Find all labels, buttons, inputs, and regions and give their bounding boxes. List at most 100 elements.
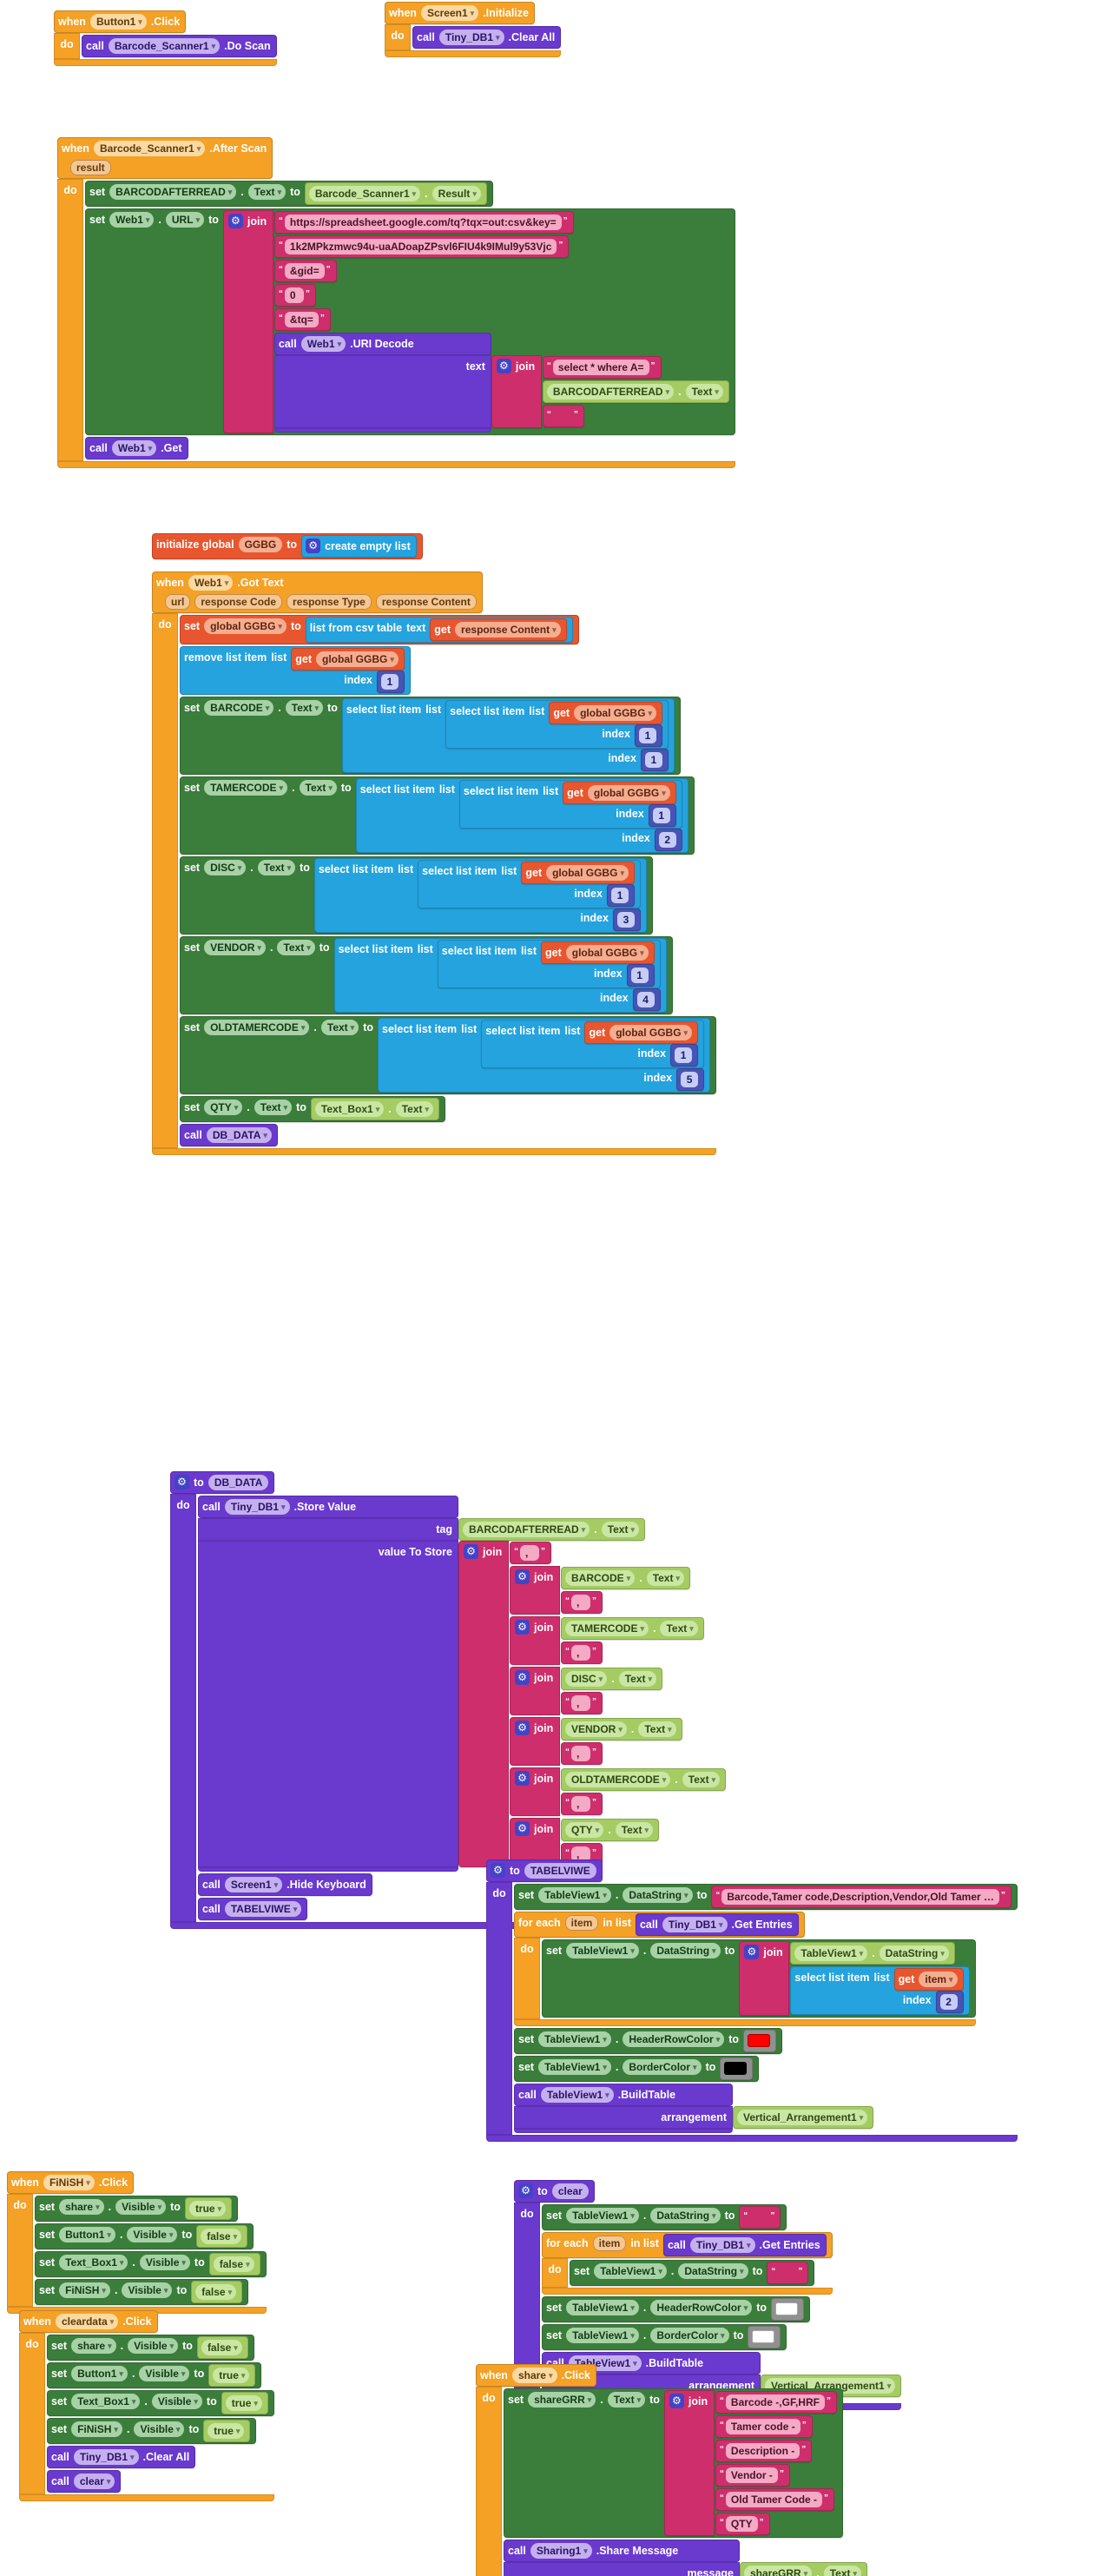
dropdown-field[interactable]: Text_Box1 [314,1101,385,1117]
dropdown-field[interactable]: Text [638,1721,676,1737]
dropdown-field[interactable]: global GGBG [546,865,629,881]
dropdown-field[interactable]: Text [257,860,296,875]
dropdown-field[interactable]: TableView1 [538,1887,611,1903]
string-text[interactable]: , [571,1846,590,1862]
call-barcode-scanner-doscan[interactable]: call Barcode_Scanner1.Do Scan [82,35,277,57]
dropdown-field[interactable]: TableView1 [566,2328,639,2343]
string-block[interactable]: “Barcode,Tamer code,Description,Vendor,O… [711,1886,1012,1908]
logic-true[interactable]: true [221,2392,268,2414]
dropdown-field[interactable]: false [195,2284,237,2300]
getter-qty-text[interactable]: QTY. Text [561,1819,660,1841]
number-block[interactable]: 1 [626,964,655,987]
get-item[interactable]: get item [893,1968,964,1991]
dropdown-field[interactable]: Text [682,1772,721,1787]
string-text[interactable]: &gid= [284,263,325,279]
number-field[interactable]: 1 [652,808,670,823]
string-block[interactable]: “Tamer code -” [715,2415,813,2438]
select-list-item[interactable]: select list item list select list item list… [313,858,647,933]
logic-false[interactable]: false [208,2253,260,2275]
dropdown-field[interactable]: DB_DATA [206,1127,272,1143]
mutator-gear-icon[interactable]: ⚙ [515,1569,530,1584]
string-field[interactable]: “,” [565,1643,596,1661]
string-block[interactable]: “&tq=” [273,308,331,331]
dropdown-field[interactable]: DataString [623,1887,693,1903]
event-when-cleardata-click-core[interactable]: when cleardata.Click [19,2310,158,2333]
number-block-core[interactable]: 2 [935,1991,964,2013]
number-block[interactable]: 1 [640,749,669,771]
set-barcodafterread-text-core[interactable]: setBARCODAFTERREAD.TexttoBarcode_Scanner… [85,181,493,207]
string-text[interactable]: QTY [725,2516,758,2532]
dropdown-field[interactable]: Text [299,780,337,796]
dropdown-field[interactable]: Web1 [300,336,346,352]
string-field[interactable]: “&tq=” [279,310,325,327]
number-field[interactable]: 1 [675,1047,693,1063]
color-swatch[interactable] [775,2302,799,2315]
logic-false[interactable]: false [196,2336,248,2359]
dropdown-field[interactable]: Text [254,1100,293,1115]
number-field[interactable]: 2 [658,832,676,848]
string-block[interactable]: “,” [561,1641,603,1664]
logic-false-core[interactable]: false [196,2336,248,2359]
mutator-gear-icon[interactable]: ⚙ [669,2394,684,2408]
string-block-core[interactable]: “” [542,405,584,427]
select-list-item-core[interactable]: select list item list select list item list… [333,938,667,1013]
procedure-db-data-core[interactable]: ⚙ to DB_DATA [170,1471,275,1494]
string-text[interactable]: , [571,1645,590,1661]
dropdown-field[interactable]: Visible [139,2366,190,2381]
call-tinydb-clearall-core[interactable]: call Tiny_DB1.Clear All [47,2446,196,2468]
getter-disc-text-core[interactable]: DISC.Text [561,1668,663,1690]
set-tableview-datastring-core[interactable]: setTableView1.DataStringto⚙joinTableView… [542,1939,976,2018]
dropdown-field[interactable]: Barcode_Scanner1 [93,141,206,156]
string-block[interactable]: “” [767,2262,809,2284]
string-block-core[interactable]: “,” [561,1742,603,1765]
get-global-ggbg[interactable]: get global GGBG [521,862,635,884]
getter-barcodafterread-text-core[interactable]: BARCODAFTERREAD. Text [458,1518,646,1541]
dropdown-field[interactable]: Tiny_DB1 [224,1499,290,1515]
call-clear-core[interactable]: call clear [47,2470,122,2493]
number-block-core[interactable]: 1 [640,749,669,771]
dropdown-field[interactable]: Text [277,940,315,955]
mutator-gear-icon[interactable]: ⚙ [515,1721,530,1735]
select-list-item-core[interactable]: select list item list select list item list… [378,1018,711,1093]
get-global-ggbg-core[interactable]: get global GGBG [291,648,405,670]
string-field[interactable]: “,” [565,1744,596,1761]
procedure-tabelviwe[interactable]: ⚙toTABELVIWEdosetTableView1.DataStringto… [486,1859,1018,2142]
dropdown-field[interactable]: DISC [204,860,247,875]
string-text[interactable]: Barcode,Tamer code,Description,Vendor,Ol… [721,1889,1000,1905]
dropdown-field[interactable]: Button1 [71,2366,128,2381]
number-block-core[interactable]: 1 [648,804,676,827]
dropdown-field[interactable]: Text [395,1101,434,1117]
dropdown-field[interactable]: BARCODAFTERREAD [463,1522,590,1537]
call-tinydb-getentries[interactable]: call Tiny_DB1.Get Entries [635,1913,799,1936]
dropdown-field[interactable]: global GGBG [316,651,399,667]
dropdown-field[interactable]: Visible [139,2255,190,2270]
call-tabelviwe-core[interactable]: call TABELVIWE [198,1898,308,1920]
number-block-core[interactable]: 2 [654,829,682,851]
dropdown-field[interactable]: global GGBG [565,945,649,961]
get-global-ggbg[interactable]: get global GGBG [291,648,405,670]
dropdown-field[interactable]: DISC [565,1671,608,1687]
join-block-core[interactable]: ⚙ join [491,355,542,428]
string-text[interactable]: 1k2MPkzmwc94u-uaADoapZPsvl6FIU4k9IMul9y5… [284,239,557,254]
getter-tamercode-text[interactable]: TAMERCODE. Text [561,1617,704,1640]
number-block[interactable]: 1 [670,1044,699,1067]
join-block-core[interactable]: ⚙ join [458,1541,509,1867]
